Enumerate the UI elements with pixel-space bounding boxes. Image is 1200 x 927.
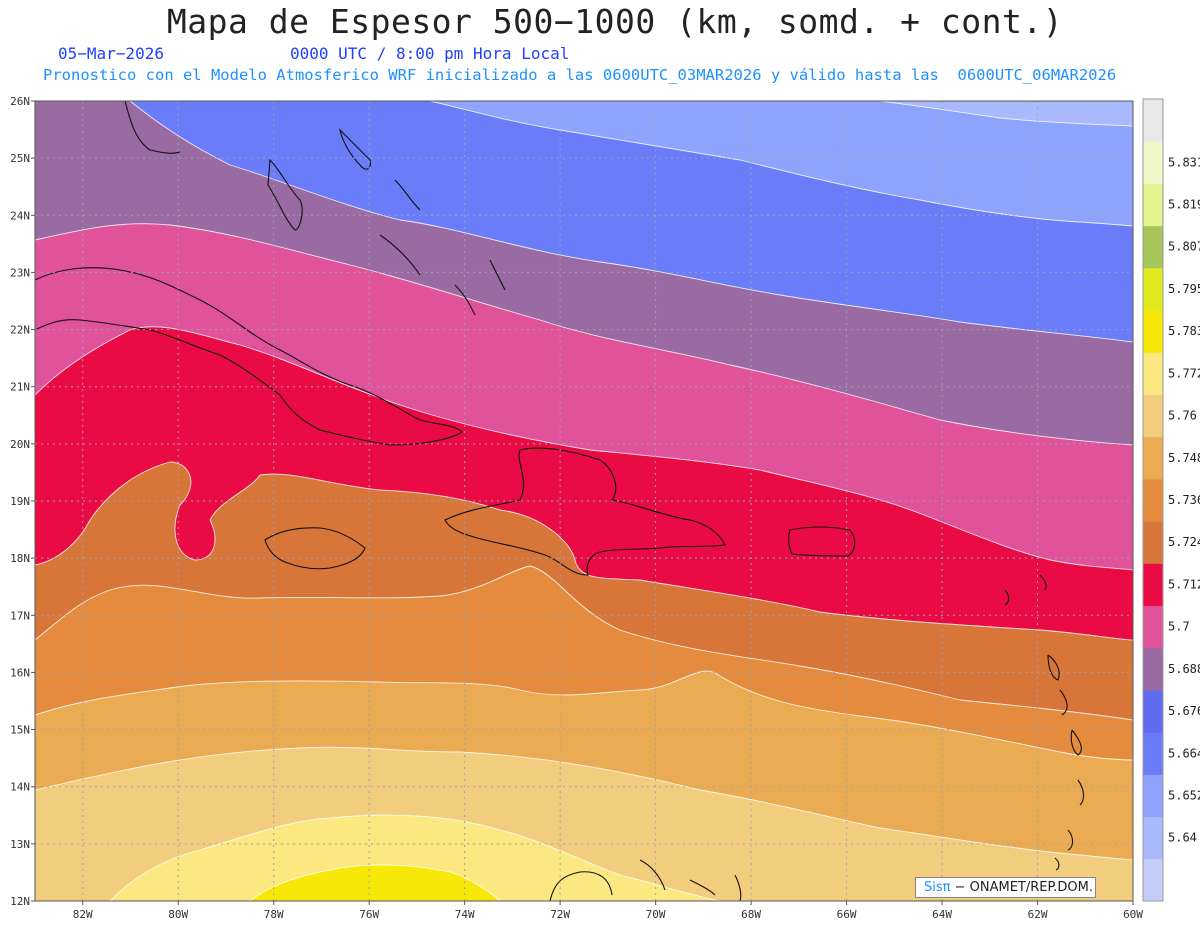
lon-label: 72W [550,908,570,921]
legend-swatch [1143,563,1163,607]
legend-swatch [1143,605,1163,649]
legend-level-label: 5.76 [1168,409,1197,423]
legend-swatch [1143,732,1163,775]
coast-puerto-rico [788,526,856,557]
forecast-description: Pronostico con el Modelo Atmosferico WRF… [43,66,1117,84]
lon-label: 60W [1123,908,1143,921]
legend-swatch [1143,394,1163,438]
lon-label: 68W [741,908,761,921]
legend-swatch [1143,689,1163,733]
coast-bahamas-andros [267,158,303,231]
legend-frame [1142,98,1164,902]
legend-level-label: 5.736 [1168,493,1200,507]
credit-text: − ONAMET/REP.DOM. [950,880,1094,895]
filled-contours [35,101,1133,901]
legend-swatch [1143,310,1163,353]
legend-level-label: 5.7 [1168,620,1190,634]
legend-swatch [1143,267,1163,311]
lat-label: 20N [10,438,30,451]
longitude-axis: 82W 80W 78W 76W 74W 72W 70W 68W 66W 64W 62W 60W [73,901,1143,921]
lon-label: 70W [646,908,666,921]
lat-label: 13N [10,838,30,851]
legend-level-label: 5.795 [1168,282,1200,296]
lat-label: 15N [10,724,30,737]
band-blue-light [430,101,1133,226]
legend-swatch [1143,521,1163,564]
legend-swatch [1143,183,1163,227]
forecast-time: 0000 UTC / 8:00 pm Hora Local [290,44,570,63]
lat-label: 26N [10,95,30,108]
lat-label: 18N [10,552,30,565]
coast-cuba [35,267,463,446]
latitude-axis: 26N 25N 24N 23N 22N 21N 20N 19N 18N 17N 16N 15N 14N 1… [10,95,35,908]
lon-label: 80W [168,908,188,921]
coast-hispaniola [444,447,726,576]
lat-label: 17N [10,609,30,622]
legend-level-label: 5.831 [1168,155,1200,169]
legend-swatch [1143,478,1163,522]
map-title: Mapa de Espesor 500−1000 (km, somd. + co… [166,2,1064,41]
lat-label: 21N [10,381,30,394]
coast-south-america [549,859,742,901]
coastlines [35,101,1085,901]
coast-florida [124,101,181,154]
coast-bahamas-1 [339,128,371,170]
lat-label: 12N [10,895,30,908]
credit-box: Sisπ − ONAMET/REP.DOM. [915,877,1096,898]
band-yellow-light [110,815,720,901]
legend-swatch [1143,858,1163,902]
legend-swatch [1143,436,1163,480]
lon-label: 64W [932,908,952,921]
legend-level-label: 5.712 [1168,577,1200,591]
forecast-date: 05−Mar−2026 [58,44,164,63]
lon-label: 76W [359,908,379,921]
legend-level-label: 5.652 [1168,788,1200,802]
legend-level-label: 5.64 [1168,831,1197,845]
coast-jamaica [264,527,366,570]
legend-level-label: 5.688 [1168,662,1200,676]
legend-level-label: 5.664 [1168,746,1200,760]
legend-level-label: 5.772 [1168,366,1200,380]
lat-label: 14N [10,781,30,794]
lat-label: 16N [10,666,30,679]
lat-label: 24N [10,209,30,222]
legend-swatch [1143,774,1163,818]
coast-bahamas-2 [379,179,506,316]
legend-level-label: 5.807 [1168,240,1200,254]
legend-swatch [1143,99,1163,142]
color-legend: 5.64 5.652 5.664 5.676 5.688 5.7 5.712 5.724 5.7… [1142,98,1200,902]
credit-brand: Sisπ [924,880,951,895]
band-palest-blue [880,101,1133,126]
legend-level-label: 5.819 [1168,198,1200,212]
lon-label: 74W [455,908,475,921]
lon-label: 78W [264,908,284,921]
legend-level-label: 5.783 [1168,324,1200,338]
legend-swatch [1143,352,1163,395]
legend-swatch [1143,141,1163,184]
lon-label: 66W [837,908,857,921]
lat-label: 23N [10,266,30,279]
lon-label: 82W [73,908,93,921]
legend-swatch [1143,225,1163,269]
coast-lesser-antilles [1004,574,1085,871]
legend-swatch [1143,816,1163,860]
lon-label: 62W [1028,908,1048,921]
legend-swatch [1143,647,1163,691]
lat-label: 22N [10,324,30,337]
graticule [35,101,1133,901]
legend-level-label: 5.748 [1168,451,1200,465]
legend-level-label: 5.676 [1168,704,1200,718]
lat-label: 19N [10,495,30,508]
legend-level-label: 5.724 [1168,535,1200,549]
lat-label: 25N [10,152,30,165]
